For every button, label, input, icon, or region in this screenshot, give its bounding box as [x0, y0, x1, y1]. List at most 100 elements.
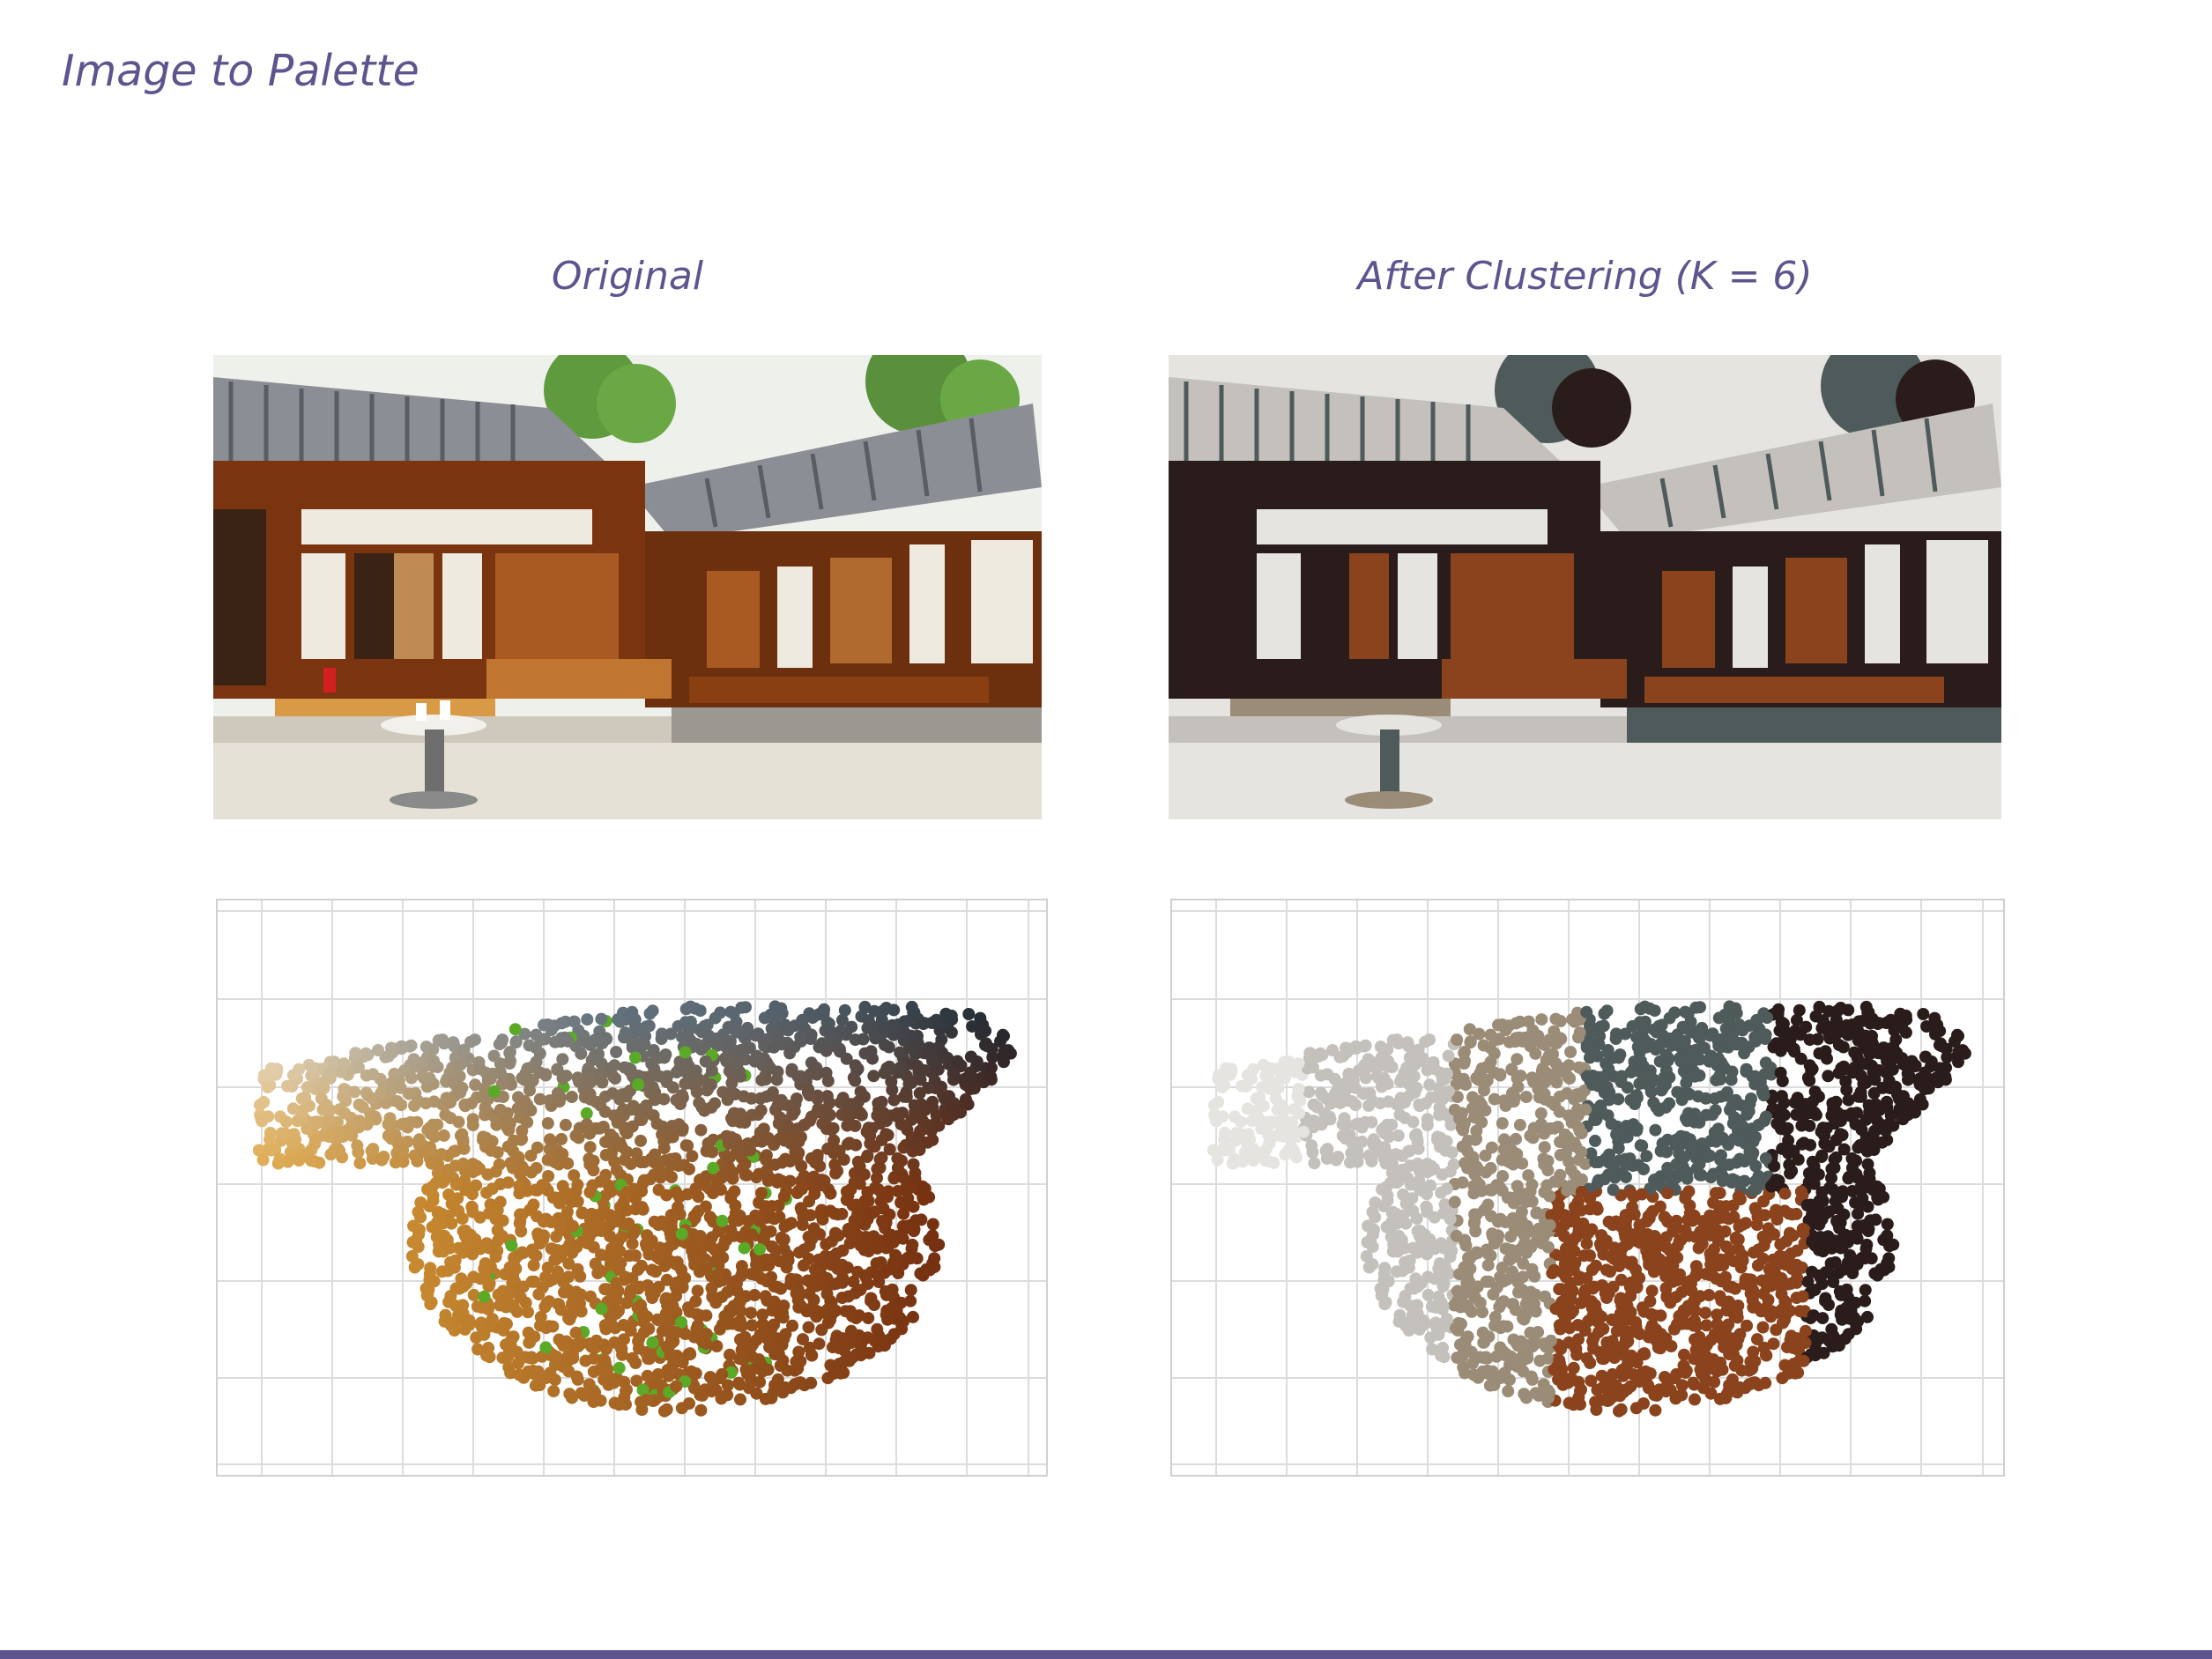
scatter-point	[860, 1151, 873, 1164]
scatter-point	[495, 1229, 508, 1242]
scatter-point	[818, 1256, 831, 1270]
scatter-point	[887, 1093, 901, 1107]
scatter-point	[1734, 1261, 1748, 1274]
scatter-point	[815, 1037, 828, 1050]
scatter-point	[487, 1049, 501, 1063]
scatter-point	[316, 1103, 330, 1116]
scatter-point	[753, 1328, 767, 1341]
scatter-point	[505, 1239, 518, 1252]
scatter-point	[478, 1262, 491, 1275]
scatter-point	[615, 1106, 628, 1119]
scatter-point	[675, 1263, 688, 1277]
scatter-point	[595, 1302, 608, 1315]
scatter-point	[580, 1107, 593, 1120]
scatter-point	[1852, 1026, 1865, 1039]
scatter-point	[1553, 1319, 1566, 1332]
scatter-point	[1326, 1044, 1339, 1056]
scatter-point	[630, 1374, 643, 1388]
scatter-point	[820, 1103, 833, 1116]
scatter-point	[1897, 1090, 1910, 1103]
scatter-point	[465, 1201, 479, 1214]
scatter-point	[1612, 1051, 1625, 1064]
scatter-point	[746, 1350, 759, 1363]
scatter-point	[587, 1352, 600, 1365]
scatter-point	[1440, 1182, 1453, 1196]
scatter-point	[1679, 1224, 1692, 1237]
scatter-point	[531, 1184, 544, 1196]
scatter-point	[657, 1245, 671, 1258]
scatter-point	[1570, 1348, 1584, 1361]
scatter-point	[1461, 1134, 1474, 1147]
scatter-point	[804, 1115, 817, 1127]
scatter-point	[745, 1307, 757, 1320]
scatter-point	[456, 1212, 469, 1226]
scatter-point	[580, 1118, 593, 1131]
scatter-point	[1826, 1183, 1839, 1196]
scatter-point	[494, 1196, 507, 1209]
scatter-point	[293, 1063, 306, 1076]
scatter-point	[1647, 1096, 1660, 1109]
scatter-point	[907, 1310, 919, 1323]
scatter-point	[726, 1166, 739, 1179]
scatter-point	[1785, 1165, 1799, 1178]
scatter-point	[1349, 1118, 1362, 1131]
scatter-point	[1473, 1027, 1486, 1041]
scatter-point	[1654, 1262, 1667, 1275]
scatter-point	[1367, 1223, 1380, 1236]
scatter-point	[427, 1129, 440, 1142]
scatter-point	[870, 1257, 883, 1270]
scatter-point	[531, 1365, 545, 1378]
scatter-point	[525, 1351, 538, 1364]
scatter-point	[720, 1055, 733, 1068]
scatter-point	[850, 1175, 863, 1189]
scatter-point	[815, 1204, 828, 1217]
scatter-point	[1774, 1103, 1787, 1116]
scatter-point	[1756, 1321, 1770, 1334]
scatter-point	[604, 1128, 617, 1141]
scatter-point	[508, 1023, 522, 1036]
scatter-point	[700, 1262, 713, 1275]
scatter-point	[1680, 1077, 1693, 1090]
scatter-point	[1465, 1305, 1478, 1318]
scatter-point	[904, 1294, 917, 1307]
scatter-point	[926, 1218, 939, 1231]
scatter-point	[1604, 1265, 1616, 1278]
scatter-point	[1782, 1146, 1795, 1159]
scatter-point	[430, 1220, 443, 1233]
scatter-point	[705, 1231, 718, 1244]
scatter-point	[420, 1289, 434, 1302]
scatter-point	[904, 1284, 917, 1297]
scatter-point	[486, 1135, 499, 1148]
scatter-point	[1726, 1065, 1739, 1078]
scatter-point	[733, 1352, 746, 1366]
scatter-point	[356, 1100, 369, 1114]
scatter-point	[1282, 1055, 1295, 1069]
scatter-point	[646, 1004, 659, 1018]
scatter-point	[975, 1025, 988, 1038]
scatter-point	[394, 1081, 407, 1094]
scatter-point	[1607, 1183, 1620, 1196]
scatter-point	[1421, 1288, 1435, 1301]
scatter-point	[457, 1142, 471, 1155]
scatter-point	[887, 1172, 901, 1185]
scatter-point	[452, 1115, 465, 1129]
scatter-point	[876, 1215, 889, 1227]
scatter-point	[1781, 1341, 1793, 1354]
scatter-point	[686, 1150, 699, 1163]
scatter-point	[593, 1363, 606, 1376]
scatter-point	[1772, 1256, 1785, 1270]
scatter-point	[547, 1385, 560, 1397]
scatter-point	[489, 1250, 502, 1263]
scatter-point	[1423, 1078, 1436, 1092]
scatter-point	[918, 1103, 932, 1116]
scatter-point	[610, 1046, 623, 1058]
scatter-point	[571, 1178, 584, 1191]
scatter-point	[1841, 1256, 1854, 1270]
scatter-point	[457, 1299, 470, 1312]
scatter-point	[522, 1365, 535, 1378]
scatter-point	[1708, 1243, 1720, 1255]
scatter-point	[909, 1107, 923, 1121]
scatter-point	[1515, 1205, 1528, 1218]
scatter-point	[1466, 1357, 1479, 1370]
scatter-point	[1837, 1143, 1851, 1156]
